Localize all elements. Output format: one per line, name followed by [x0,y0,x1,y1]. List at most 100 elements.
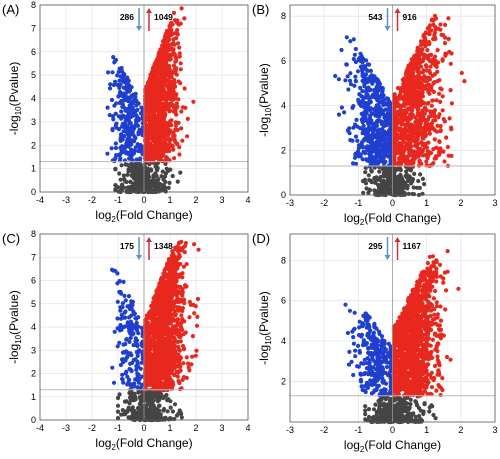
point-ns [113,188,118,193]
point-down [117,85,122,90]
point-up [181,347,187,352]
point-up [194,323,200,328]
point-ns [127,415,132,420]
point-down [118,91,123,96]
point-up [394,116,399,121]
point-up [178,387,183,392]
y-axis-label: -log10(Pvalue) [257,63,273,137]
point-up [438,22,443,27]
point-up [395,132,400,137]
point-down [351,56,356,62]
point-up [165,148,170,154]
point-down [131,343,136,348]
point-ns [386,177,391,182]
point-up [151,80,156,85]
point-up [445,144,450,150]
point-up [447,116,452,121]
point-up [167,57,172,62]
point-up [171,147,176,152]
point-down [348,39,353,44]
point-down [135,142,140,147]
point-ns [163,179,168,184]
deg-count-annotation: 543 916 [368,8,417,31]
point-up [432,13,438,18]
point-ns [404,169,409,174]
point-down [358,85,363,90]
point-up [434,64,439,69]
point-ns [119,412,124,417]
point-up [400,151,406,156]
point-down [375,130,381,135]
point-down [120,372,125,377]
point-ns [146,407,151,412]
x-tick-label: -4 [36,195,44,205]
point-down [350,161,356,166]
point-down [129,313,134,318]
x-tick-label: 3 [219,195,224,205]
point-up [438,146,443,151]
point-up [404,95,409,100]
point-up [428,70,433,76]
point-up [160,84,165,89]
point-down [115,281,120,286]
point-up [420,82,425,87]
point-down [360,71,365,76]
x-tick-label: 1 [167,195,172,205]
point-down [384,121,389,126]
point-ns [138,172,143,177]
point-up [170,95,175,100]
point-down [125,382,130,387]
point-ns [131,173,136,178]
point-up [429,87,434,92]
point-up [146,150,151,156]
point-down [111,82,116,88]
point-up [155,95,160,100]
point-up [426,87,431,93]
point-ns [162,187,167,192]
point-down [348,71,353,76]
point-ns [158,416,163,421]
point-down [361,149,366,154]
point-up [143,127,149,132]
point-ns [170,173,175,179]
point-ns [121,173,126,178]
point-ns [137,389,143,394]
point-down [379,142,384,147]
point-up [423,128,428,133]
point-up [438,129,443,134]
point-up [150,69,155,74]
point-up [393,145,398,150]
point-up [157,68,162,73]
point-down [120,301,125,306]
point-ns [147,179,152,185]
point-up [167,101,172,106]
point-up [421,39,426,44]
point-up [410,108,415,113]
x-tick-label: -3 [62,195,70,205]
point-down [130,324,135,329]
point-up [175,41,181,46]
point-up [191,99,196,104]
point-up [415,150,420,155]
point-up [427,151,432,156]
point-up [398,117,403,122]
point-up [414,64,419,69]
panel-label: (B) [252,2,269,17]
point-down [119,327,124,332]
point-down [357,101,362,106]
point-ns [149,398,154,403]
point-down [359,143,364,148]
point-up [185,361,191,366]
point-up [406,122,411,128]
x-tick-label: -1 [114,195,122,205]
point-up [440,57,445,62]
point-ns [420,176,425,181]
point-up [412,96,417,101]
point-down [136,117,142,122]
point-down [136,380,142,385]
point-up [148,93,153,98]
point-up [405,136,410,141]
point-down [368,113,373,118]
point-up [433,58,438,64]
point-ns [408,167,413,172]
